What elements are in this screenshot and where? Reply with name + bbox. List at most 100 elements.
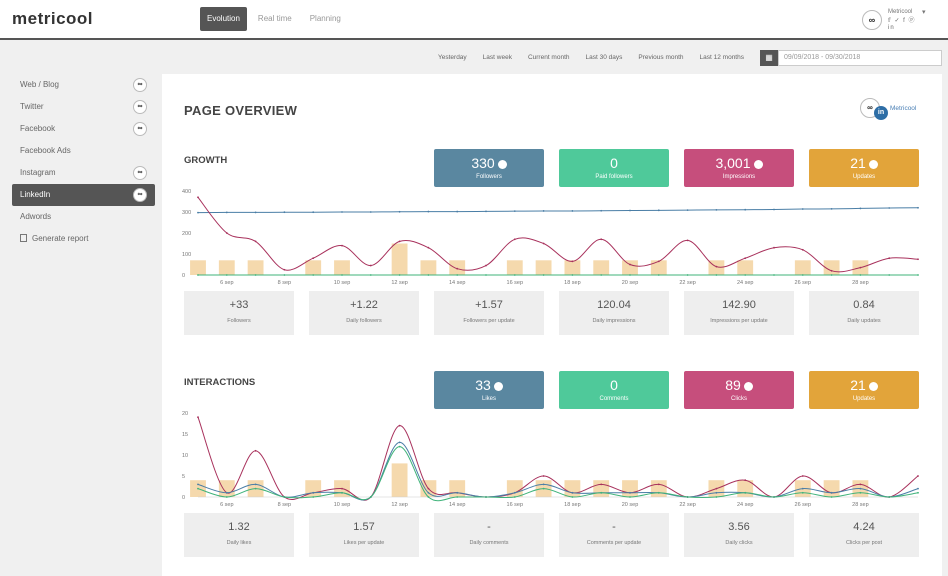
range-last-30-days[interactable]: Last 30 days [585, 54, 623, 61]
series-point [801, 491, 804, 494]
series-point [888, 496, 891, 498]
top-bar: metricool Evolution Real time Planning ∞… [0, 0, 948, 40]
series-point [542, 242, 545, 245]
kpi-impressions[interactable]: 3,001 ↑ Impressions [684, 149, 794, 187]
chart-bar [506, 480, 523, 497]
calendar-icon[interactable]: ▦ [760, 50, 778, 66]
series-point [312, 211, 315, 214]
kpi-value: 330 [471, 155, 495, 171]
tab-planning[interactable]: Planning [309, 14, 341, 23]
series-point [513, 491, 516, 494]
kpi-updates[interactable]: 21 ↓ Updates [809, 371, 919, 409]
x-tick-label: 26 sep [795, 502, 812, 508]
x-tick-label: 20 sep [622, 280, 639, 286]
sidebar-item-instagram[interactable]: Instagram ∞ [12, 162, 155, 184]
range-current-month[interactable]: Current month [527, 54, 570, 61]
series-point [485, 264, 487, 267]
series-point [225, 496, 228, 498]
series-point [283, 211, 286, 214]
arrow-down-icon: ↓ [868, 160, 878, 169]
sidebar-item-facebook-ads[interactable]: Facebook Ads [12, 140, 155, 162]
chart-bar [449, 480, 466, 497]
account-menu[interactable]: ∞ Metricool ▾ 𝕗 ✓ f ⓟ in [862, 8, 942, 34]
y-tick-label: 300 [182, 210, 191, 216]
x-tick-label: 8 sep [278, 502, 291, 508]
stat-card: 4.24 Clicks per post [809, 513, 919, 557]
series-point [341, 244, 343, 247]
series-point [456, 267, 459, 270]
account-avatar[interactable]: ∞ [862, 10, 882, 30]
range-last-12-months[interactable]: Last 12 months [699, 54, 744, 61]
stat-label: Daily impressions [592, 318, 636, 324]
series-point [485, 210, 487, 213]
series-point [801, 274, 804, 276]
series-point [686, 274, 689, 276]
x-tick-label: 26 sep [795, 280, 812, 286]
interactions-chart: 0 5 10 15 20 6 sep 8 sep 10 sep 12 sep 14 sep 16 s… [182, 409, 922, 511]
chart-bar [823, 480, 840, 497]
stat-value: +1.57 [475, 299, 503, 311]
kpi-value: 21 [850, 377, 866, 393]
series-point [629, 496, 631, 498]
chart-bar [247, 260, 264, 275]
x-tick-label: 8 sep [278, 280, 291, 286]
stat-card: 120.04 Daily impressions [559, 291, 669, 335]
stat-label: Followers [227, 318, 251, 324]
series-point [657, 209, 660, 212]
date-range-input[interactable]: 09/09/2018 - 09/30/2018 [778, 50, 942, 66]
kpi-followers[interactable]: 330 ↑ Followers [434, 149, 544, 187]
sidebar-item-facebook[interactable]: Facebook ∞ [12, 118, 155, 140]
account-badge-name: Metricool [890, 105, 917, 112]
y-tick-label: 400 [182, 189, 191, 195]
range-last-week[interactable]: Last week [482, 54, 512, 61]
series-point [571, 491, 574, 494]
sidebar-item-label: LinkedIn [20, 190, 51, 199]
series-point [513, 274, 516, 276]
sidebar-item-label: Instagram [20, 168, 56, 177]
kpi-paid-followers[interactable]: 0 Paid followers [559, 149, 669, 187]
brand-icon: ∞ [133, 100, 147, 114]
sidebar-item-linkedin[interactable]: LinkedIn ∞ [12, 184, 155, 206]
kpi-value: 0 [610, 377, 618, 393]
sidebar-item-twitter[interactable]: Twitter ∞ [12, 96, 155, 118]
y-tick-label: 5 [182, 474, 185, 480]
sidebar-item-label: Facebook [20, 124, 56, 133]
tab-real-time[interactable]: Real time [257, 14, 292, 23]
x-tick-label: 24 sep [737, 502, 754, 508]
kpi-label: Likes [481, 396, 496, 402]
series-point [859, 274, 862, 276]
chart-bar [593, 480, 610, 497]
chart-bar [794, 260, 811, 275]
x-tick-label: 28 sep [852, 280, 869, 286]
series-point [571, 274, 574, 276]
chart-bar [218, 480, 235, 497]
kpi-likes[interactable]: 33 ↓ Likes [434, 371, 544, 409]
tab-evolution[interactable]: Evolution [200, 7, 247, 31]
kpi-label: Paid followers [595, 174, 633, 180]
chart-bar [449, 260, 466, 275]
range-yesterday[interactable]: Yesterday [438, 54, 467, 61]
series-point [830, 496, 833, 498]
series-point [254, 211, 257, 214]
series-point [859, 207, 862, 210]
y-tick-label: 0 [182, 273, 185, 279]
kpi-comments[interactable]: 0 Comments [559, 371, 669, 409]
brand-icon: ∞ [133, 78, 147, 92]
series-point [283, 496, 286, 498]
chevron-down-icon[interactable]: ▾ [922, 9, 926, 16]
metricool-logo[interactable]: metricool [12, 9, 94, 28]
stat-value: 0.84 [853, 299, 875, 311]
sidebar-item-generate-report[interactable]: Generate report [12, 228, 155, 250]
range-previous-month[interactable]: Previous month [638, 54, 684, 61]
series-point [600, 491, 603, 494]
sidebar-item-adwords[interactable]: Adwords [12, 206, 155, 228]
sidebar-item-label: Web / Blog [20, 80, 59, 89]
series-point [197, 274, 199, 276]
arrow-up-icon: ↑ [497, 160, 507, 169]
series-line [197, 196, 919, 273]
sidebar-item-web-blog[interactable]: Web / Blog ∞ [12, 74, 155, 96]
sidebar-item-label: Twitter [20, 102, 44, 111]
kpi-updates[interactable]: 21 ↓ Updates [809, 149, 919, 187]
sidebar: Web / Blog ∞ Twitter ∞ Facebook ∞ Facebook … [12, 74, 155, 250]
kpi-clicks[interactable]: 89 ↑ Clicks [684, 371, 794, 409]
